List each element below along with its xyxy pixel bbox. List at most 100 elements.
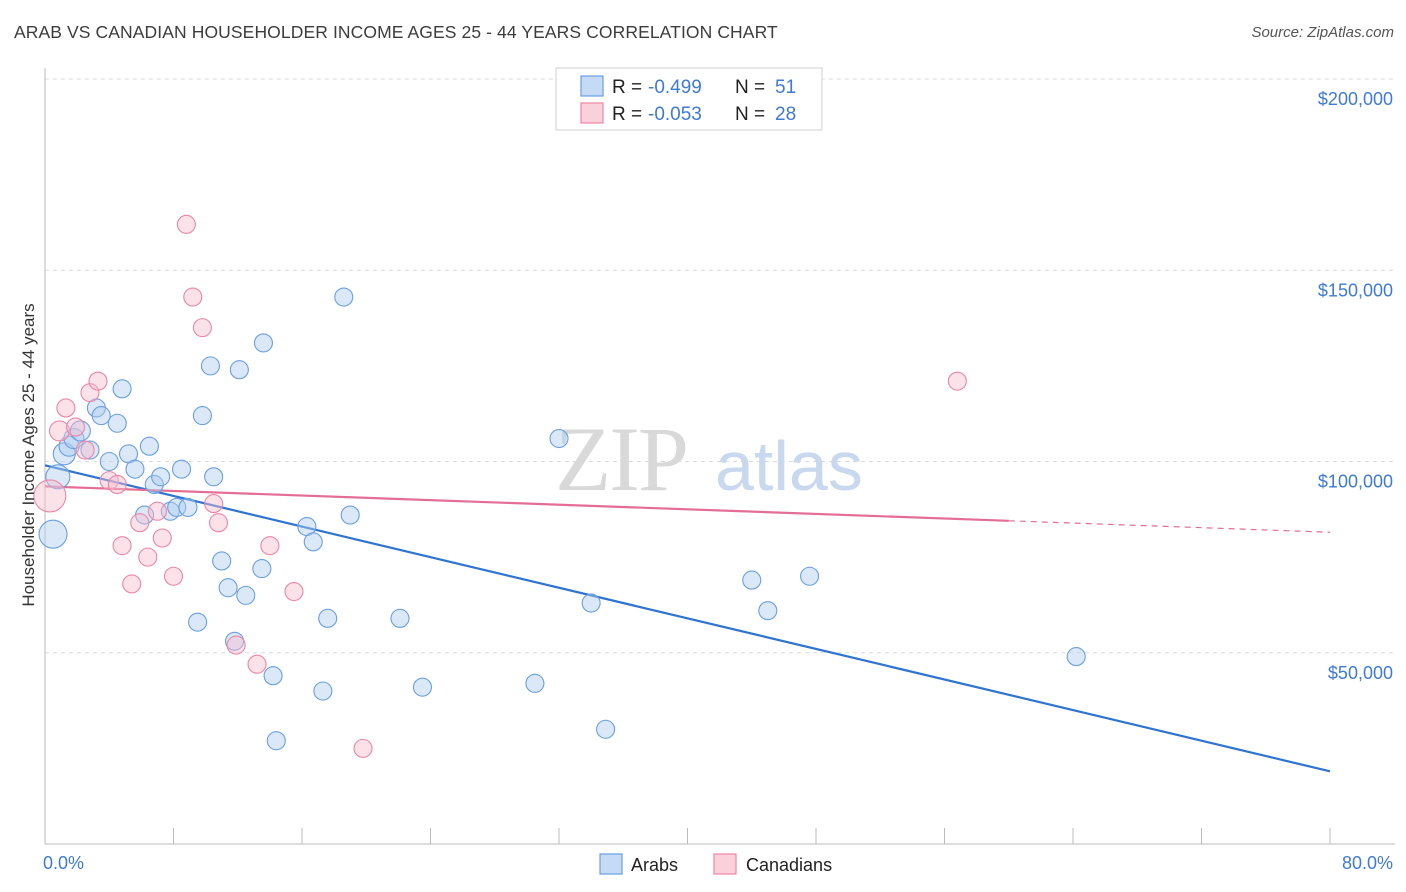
data-point-arabs xyxy=(192,406,212,426)
watermark: ZIP atlas xyxy=(555,408,863,510)
data-point-arabs xyxy=(253,333,274,353)
data-point-arabs xyxy=(1066,647,1086,667)
data-point-arabs xyxy=(236,585,256,605)
data-point-arabs xyxy=(229,360,249,380)
y-tick-label: $50,000 xyxy=(1328,663,1393,683)
data-points xyxy=(33,214,1086,758)
x-tick-label: 0.0% xyxy=(43,853,84,873)
data-point-canadians xyxy=(204,494,224,514)
trend-line-canadians xyxy=(44,485,1009,522)
chart-title: ARAB VS CANADIAN HOUSEHOLDER INCOME AGES… xyxy=(14,22,778,42)
legend-r-value: -0.053 xyxy=(648,104,702,125)
data-point-arabs xyxy=(38,519,68,549)
watermark-zip: ZIP xyxy=(555,408,687,510)
data-point-arabs xyxy=(200,356,220,376)
data-point-arabs xyxy=(334,287,354,307)
data-point-canadians xyxy=(112,536,132,556)
data-point-arabs xyxy=(80,440,100,460)
data-point-canadians xyxy=(183,287,203,307)
data-point-canadians xyxy=(260,536,280,556)
data-point-arabs xyxy=(99,451,119,472)
data-point-arabs xyxy=(167,497,187,517)
data-point-arabs xyxy=(178,497,198,517)
axes xyxy=(44,68,1395,845)
data-point-canadians xyxy=(192,318,212,338)
data-point-arabs xyxy=(303,532,323,552)
x-tick-labels: 0.0% 80.0% xyxy=(43,853,1393,873)
data-point-arabs xyxy=(549,428,569,449)
data-point-arabs xyxy=(525,673,545,693)
trend-line-canadians-extension xyxy=(1008,520,1331,533)
legend-label-arabs: Arabs xyxy=(631,855,678,875)
data-point-arabs xyxy=(412,677,433,697)
data-point-canadians xyxy=(947,371,967,391)
data-point-arabs xyxy=(139,436,159,456)
legend-swatch-arabs xyxy=(580,75,604,97)
x-tick-label: 80.0% xyxy=(1342,853,1393,873)
legend-r-label: R = xyxy=(612,104,642,125)
data-point-canadians xyxy=(80,383,100,403)
series-legend: Arabs Canadians xyxy=(599,853,832,875)
y-tick-labels: $50,000 $100,000 $150,000 $200,000 xyxy=(1318,89,1393,683)
legend-n-label: N = xyxy=(735,104,765,125)
source-label: Source: ZipAtlas.com xyxy=(1251,24,1394,41)
data-point-arabs xyxy=(800,566,820,586)
y-axis-label: Householder Income Ages 25 - 44 years xyxy=(19,303,38,606)
data-point-arabs xyxy=(112,379,132,399)
trend-line-arabs xyxy=(44,464,1331,773)
correlation-legend: R = -0.499 N = 51 R = -0.053 N = 28 xyxy=(555,67,823,131)
data-point-canadians xyxy=(130,513,150,533)
y-tick-label: $100,000 xyxy=(1318,472,1393,492)
watermark-atlas: atlas xyxy=(715,427,863,505)
data-point-arabs xyxy=(742,570,762,590)
data-point-canadians xyxy=(107,474,127,495)
data-point-canadians xyxy=(152,528,172,548)
data-point-arabs xyxy=(188,612,208,632)
data-point-canadians xyxy=(208,513,229,533)
legend-row-arabs: R = -0.499 N = 51 xyxy=(580,75,796,98)
data-point-arabs xyxy=(107,413,127,433)
data-point-arabs xyxy=(125,459,145,479)
data-point-canadians xyxy=(353,738,373,758)
data-point-canadians xyxy=(147,501,167,521)
data-point-arabs xyxy=(758,601,778,621)
data-point-canadians xyxy=(247,654,267,674)
data-point-arabs xyxy=(45,464,71,490)
legend-n-value: 28 xyxy=(775,104,796,125)
data-point-canadians xyxy=(65,417,86,437)
data-point-arabs xyxy=(263,666,283,686)
data-point-arabs xyxy=(252,559,272,579)
data-point-canadians xyxy=(176,214,196,234)
data-point-arabs xyxy=(581,593,601,613)
legend-n-label: N = xyxy=(735,77,765,98)
data-point-canadians xyxy=(48,420,71,442)
data-point-canadians xyxy=(33,479,67,513)
data-point-canadians xyxy=(284,581,304,602)
data-point-arabs xyxy=(218,578,238,598)
data-point-arabs xyxy=(212,551,232,571)
data-point-canadians xyxy=(122,574,142,594)
data-point-canadians xyxy=(163,566,184,586)
legend-swatch-canadians xyxy=(580,102,604,124)
data-point-arabs xyxy=(151,467,171,487)
legend-label-canadians: Canadians xyxy=(746,855,832,875)
data-point-arabs xyxy=(91,406,111,426)
data-point-canadians xyxy=(88,371,108,391)
legend-swatch-arabs xyxy=(599,853,623,875)
data-point-arabs xyxy=(313,681,333,701)
data-point-arabs xyxy=(390,608,410,628)
trend-lines xyxy=(44,464,1331,773)
legend-r-value: -0.499 xyxy=(648,77,702,98)
y-tick-label: $200,000 xyxy=(1318,89,1393,109)
data-point-arabs xyxy=(144,474,164,495)
legend-n-value: 51 xyxy=(775,77,796,98)
data-point-canadians xyxy=(226,635,246,655)
legend-row-canadians: R = -0.053 N = 28 xyxy=(580,102,796,125)
legend-swatch-canadians xyxy=(713,853,737,875)
data-point-canadians xyxy=(75,440,95,460)
data-point-arabs xyxy=(204,467,224,487)
y-tick-label: $150,000 xyxy=(1318,280,1393,300)
data-point-arabs xyxy=(318,608,338,628)
data-point-arabs xyxy=(266,731,286,751)
